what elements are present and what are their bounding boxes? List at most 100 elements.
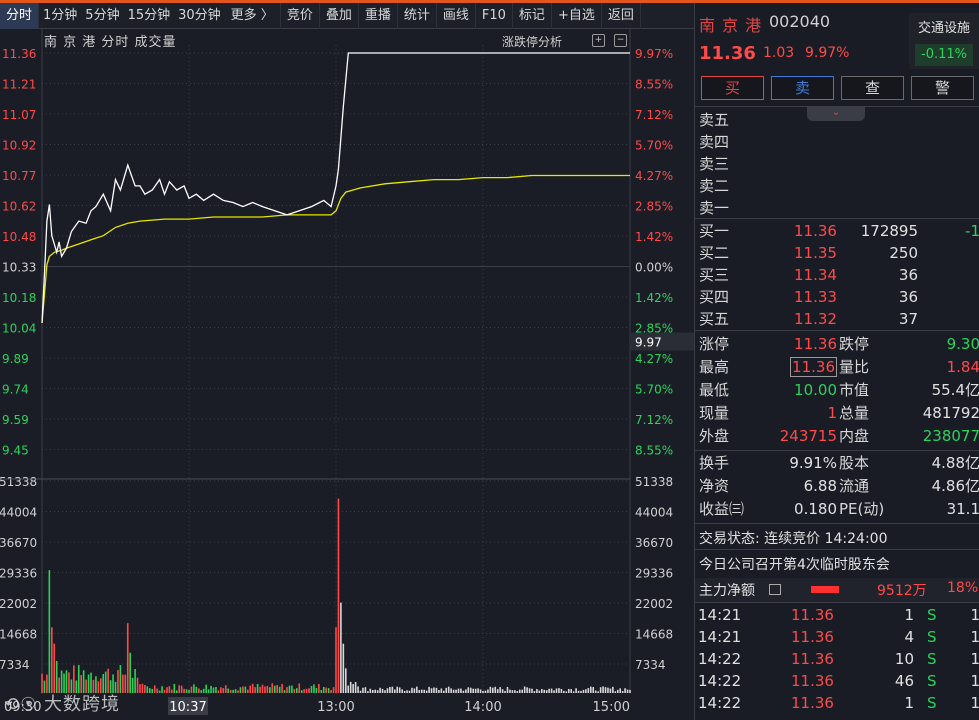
last-price: 11.36: [699, 43, 756, 64]
tick-time: 14:21: [698, 628, 742, 646]
tab-intraday[interactable]: 分时: [0, 2, 40, 29]
fund-value: 0.180: [794, 500, 837, 518]
ask-row[interactable]: 卖四: [695, 131, 979, 153]
fund-value: 6.88: [803, 477, 837, 495]
collapse-icon[interactable]: −: [614, 34, 627, 47]
sector-name: 交通设施: [917, 21, 970, 36]
bid-row[interactable]: 买二 11.35 250: [695, 242, 979, 264]
stock-name: 南 京 港: [699, 16, 763, 35]
bid-row[interactable]: 买一 11.36 172895 -1: [695, 220, 979, 242]
tick-extra: 1: [970, 672, 979, 690]
tick-volume: 1: [904, 606, 914, 624]
add-watchlist-button[interactable]: +自选: [552, 2, 602, 29]
news-headline[interactable]: 今日公司召开第4次临时股东会: [699, 557, 890, 573]
stat-value: 9.30: [946, 335, 979, 353]
price-tick-label: 9.45: [2, 444, 29, 458]
tick-extra: 1: [970, 650, 979, 668]
bid-row[interactable]: 买五 11.32 37: [695, 308, 979, 330]
bid-volume: 172895: [860, 222, 918, 240]
pct-tick-label: 1.42%: [635, 230, 673, 244]
stat-label: 外盘: [699, 427, 730, 445]
ask-row[interactable]: 卖三: [695, 153, 979, 175]
price-tick-label: 10.18: [2, 291, 36, 305]
tick-row[interactable]: 14:22 11.36 46 S 1: [695, 670, 979, 692]
back-button[interactable]: 返回: [602, 2, 641, 29]
price-tick-label: 10.77: [2, 169, 36, 183]
divider: [695, 523, 979, 524]
tick-row[interactable]: 14:22 11.36 10 S 1: [695, 648, 979, 670]
auction-button[interactable]: 竞价: [281, 2, 320, 29]
bid-volume: 36: [898, 266, 918, 284]
f10-button[interactable]: F10: [476, 2, 513, 29]
ask-row[interactable]: 卖二: [695, 175, 979, 197]
divider: [695, 106, 979, 107]
fund-row: 换手 9.91% 股本 4.88亿: [695, 452, 979, 474]
volume-tick-label: 44004: [635, 506, 673, 520]
chart-toolbar: 分时 1分钟 5分钟 15分钟 30分钟 更多 〉 竞价 叠加 重播 统计 画线…: [0, 2, 694, 29]
replay-button[interactable]: 重播: [359, 2, 398, 29]
pct-tick-label: 8.55%: [635, 78, 673, 92]
tab-15min[interactable]: 15分钟: [127, 7, 171, 23]
time-axis-label: 14:00: [464, 700, 501, 715]
net-bar: [811, 586, 839, 593]
tab-5min[interactable]: 5分钟: [85, 7, 120, 23]
list-icon[interactable]: [769, 584, 781, 595]
tick-row[interactable]: 14:22 11.36 1 S 1: [695, 692, 979, 714]
alert-button[interactable]: 警: [911, 76, 974, 100]
ask-row[interactable]: 卖五: [695, 109, 979, 131]
overlay-button[interactable]: 叠加: [320, 2, 359, 29]
tick-extra: 1: [970, 606, 979, 624]
volume-tick-label: 22002: [635, 597, 673, 611]
chevron-down-icon[interactable]: ⌄: [807, 107, 865, 121]
tick-row[interactable]: 14:21 11.36 4 S 1: [695, 626, 979, 648]
intraday-chart[interactable]: 11.36 9.97% 11.21 8.55% 11.07 7.12% 10.92 5.70%…: [0, 29, 694, 720]
bid-row[interactable]: 买三 11.34 36: [695, 264, 979, 286]
tab-30min[interactable]: 30分钟: [178, 7, 221, 23]
tick-extra: 1: [970, 694, 979, 712]
main-net-row[interactable]: 主力净额 9512万 18%: [695, 578, 979, 602]
bid-row[interactable]: 买四 11.33 36: [695, 286, 979, 308]
time-axis-label: 13:00: [317, 700, 354, 715]
sector-box[interactable]: 交通设施 -0.11%: [909, 13, 979, 69]
ask-label: 卖五: [699, 111, 730, 129]
limit-analysis-link[interactable]: 涨跌停分析: [502, 35, 563, 49]
tick-volume: 46: [894, 672, 914, 690]
bid-volume: 36: [898, 288, 918, 306]
fund-value: 9.91%: [789, 454, 837, 472]
tab-1min[interactable]: 1分钟: [43, 7, 78, 23]
stats-button[interactable]: 统计: [398, 2, 437, 29]
pct-tick-label: 4.27%: [635, 169, 673, 183]
volume-tick-label: 7334: [635, 658, 666, 672]
fund-row: 净资 6.88 流通 4.86亿: [695, 475, 979, 497]
fund-value: 4.88亿: [931, 454, 979, 472]
stat-label: 最低: [699, 381, 730, 399]
price-tick-label: 9.59: [2, 413, 29, 427]
pct-tick-label: 8.55%: [635, 444, 673, 458]
watermark-text: 大数跨境: [43, 694, 120, 715]
main-net-value: 9512万: [877, 583, 927, 599]
ask-label: 卖三: [699, 155, 730, 173]
bid-price: 11.36: [794, 222, 837, 240]
volume-tick-label: 7334: [0, 658, 30, 672]
mark-button[interactable]: 标记: [513, 2, 552, 29]
fund-label: 净资: [699, 477, 730, 495]
add-icon[interactable]: +: [592, 34, 605, 47]
draw-button[interactable]: 画线: [437, 2, 476, 29]
price-tick-label: 11.36: [2, 47, 36, 61]
query-button[interactable]: 查: [841, 76, 904, 100]
tick-row[interactable]: 14:21 11.36 1 S 1: [695, 604, 979, 626]
price-tick-label: 11.07: [2, 108, 36, 122]
tick-price: 11.36: [791, 606, 834, 624]
time-axis-label: 15:00: [593, 700, 630, 715]
ask-row[interactable]: 卖一: [695, 197, 979, 219]
tab-more[interactable]: 更多 〉: [225, 2, 281, 29]
pct-tick-label: 0.00%: [635, 261, 673, 275]
stat-label: 总量: [839, 404, 870, 422]
tick-price: 11.36: [791, 650, 834, 668]
buy-button[interactable]: 买: [701, 76, 764, 100]
ask-label: 卖二: [699, 177, 730, 195]
stat-label: 涨停: [699, 335, 730, 353]
divider: [695, 330, 979, 331]
stat-value: 11.36: [794, 335, 837, 353]
sell-button[interactable]: 卖: [771, 76, 834, 100]
